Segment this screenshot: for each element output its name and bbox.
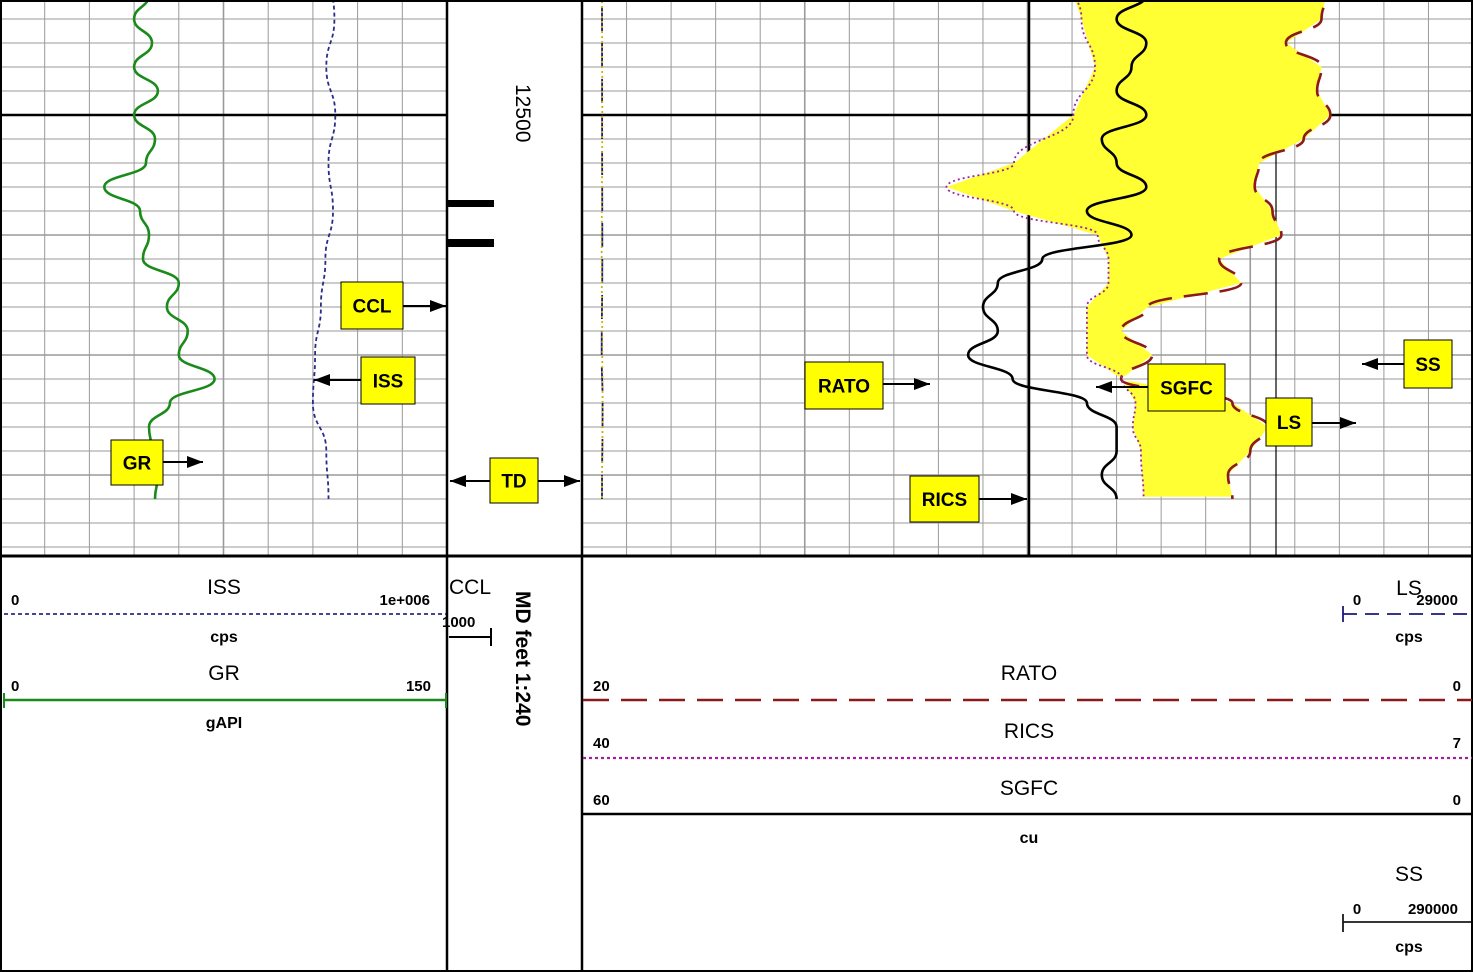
callout-label: RICS xyxy=(922,490,967,511)
callout-ss: SS xyxy=(1362,339,1453,389)
rato-header-left: 20 xyxy=(593,678,610,695)
iss-header-left: 0 xyxy=(11,592,19,609)
callout-label: ISS xyxy=(373,372,404,393)
callout-ls: LS xyxy=(1265,397,1356,447)
ss-header-left: 0 xyxy=(1353,901,1361,918)
iss-header-unit: cps xyxy=(210,629,238,646)
ss-curve xyxy=(600,0,604,500)
sgfc-header-right: 0 xyxy=(1453,792,1461,809)
ls-header-left: 0 xyxy=(1353,592,1361,609)
grid-track-1 xyxy=(0,0,447,556)
depth-track: 12500 xyxy=(448,84,534,247)
ls-header-right: 29000 xyxy=(1416,592,1458,609)
ss-header-name: SS xyxy=(1395,863,1423,886)
callout-iss: ISS xyxy=(314,356,416,405)
rato-curve xyxy=(1119,0,1332,500)
callout-label: SGFC xyxy=(1160,379,1213,400)
sgfc-header-left: 60 xyxy=(593,792,610,809)
ccl-header-name: CCL xyxy=(449,576,491,599)
callout-rics: RICS xyxy=(909,475,1027,523)
gas-effect-fill xyxy=(946,0,1331,377)
rics-header-name: RICS xyxy=(1004,720,1054,743)
callout-box xyxy=(360,356,416,405)
gr-header-right: 150 xyxy=(406,678,431,695)
gr-header-unit: gAPI xyxy=(206,715,242,732)
depth-index-label: MD feet 1:240 xyxy=(511,591,534,726)
callout-label: TD xyxy=(501,472,526,493)
rato-header-right: 0 xyxy=(1453,678,1461,695)
ls-header-unit: cps xyxy=(1395,629,1423,646)
header-panel: ISS 0 1e+006 cps GR 0 150 gAPI CCL 1000 … xyxy=(3,576,1472,956)
callout-rato: RATO xyxy=(804,361,930,410)
callout-label: CCL xyxy=(352,297,391,318)
ccl-header-right: 1000 xyxy=(442,614,475,631)
marker-bar-1 xyxy=(448,200,494,207)
callout-box xyxy=(110,439,164,486)
iss-header-name: ISS xyxy=(207,576,241,599)
callout-gr: GR xyxy=(110,439,203,486)
callout-label: SS xyxy=(1415,355,1440,376)
callout-label: RATO xyxy=(818,377,870,398)
ss-header-right: 290000 xyxy=(1408,901,1458,918)
callout-td: TD xyxy=(450,457,580,504)
callout-label: LS xyxy=(1277,413,1301,434)
callout-box xyxy=(1147,363,1226,412)
callout-sgfc: SGFC xyxy=(1096,363,1226,412)
callout-ccl: CCL xyxy=(340,281,446,330)
iss-curve xyxy=(311,0,337,500)
callout-label: GR xyxy=(123,454,152,475)
depth-reference-label: 12500 xyxy=(511,84,534,142)
marker-bar-2 xyxy=(448,239,494,247)
ss-header-unit: cps xyxy=(1395,939,1423,956)
gr-curve xyxy=(102,0,216,500)
iss-header-right: 1e+006 xyxy=(380,592,430,609)
sgfc-header-unit: cu xyxy=(1020,830,1039,847)
rics-curve xyxy=(945,0,1145,500)
rato-header-name: RATO xyxy=(1001,662,1057,685)
ls-header-name: LS xyxy=(1396,577,1422,600)
gr-header-name: GR xyxy=(208,662,240,685)
grid-track-2 xyxy=(582,0,1473,556)
sgfc-header-name: SGFC xyxy=(1000,777,1058,800)
sgfc-curve xyxy=(966,0,1148,500)
gr-header-left: 0 xyxy=(11,678,19,695)
rics-header-left: 40 xyxy=(593,735,610,752)
callout-box xyxy=(1403,339,1453,389)
rics-header-right: 7 xyxy=(1453,735,1461,752)
callout-layer: GR ISS CCL TD RATO RICS SGFC LS SS xyxy=(110,281,1453,523)
callout-box xyxy=(340,281,404,330)
callout-box xyxy=(804,361,884,410)
